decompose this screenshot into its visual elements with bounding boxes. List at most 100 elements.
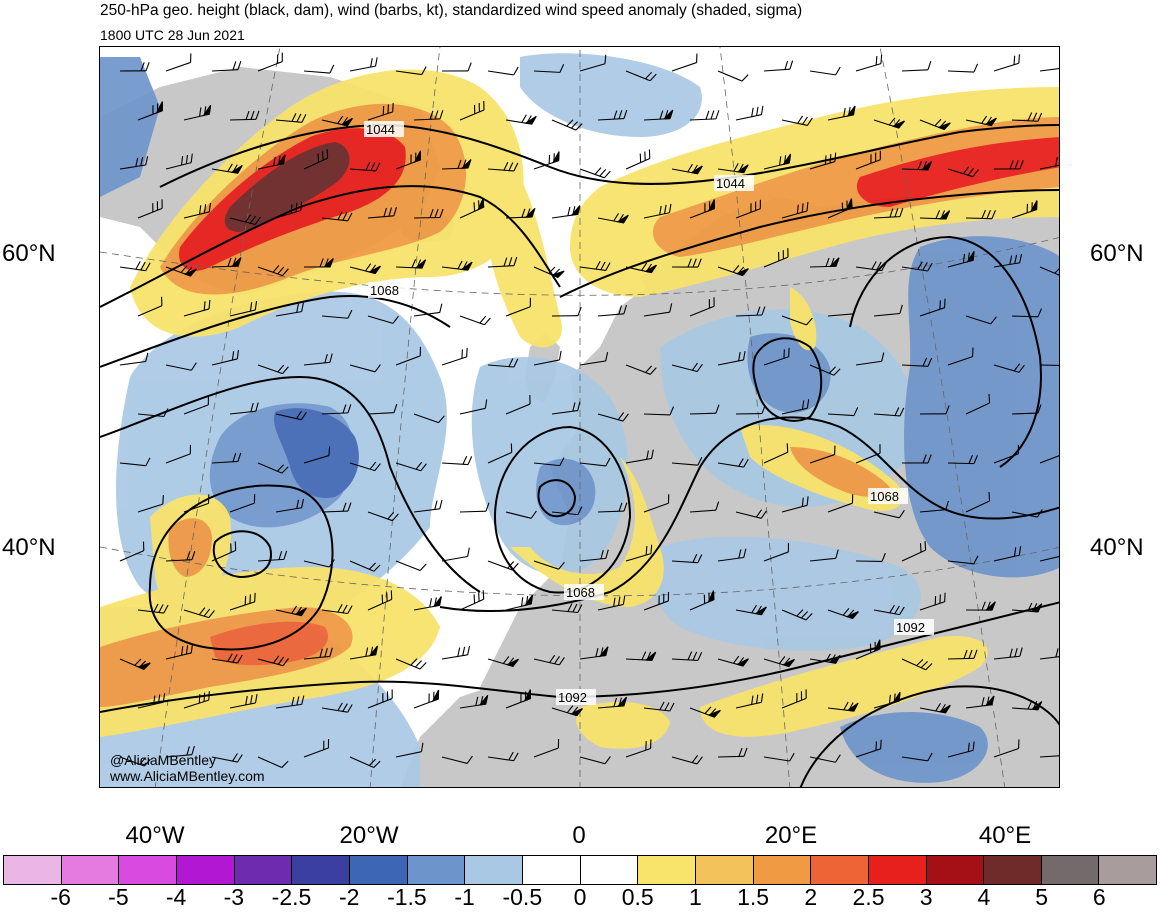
wind-barb-feather (916, 658, 924, 667)
wind-barb-pennant (938, 210, 951, 220)
wind-barb-shaft (625, 553, 652, 562)
contour-label-1: 1044 (366, 122, 395, 137)
wind-barb-shaft (763, 256, 789, 268)
wind-barb-feather (927, 357, 933, 367)
wind-barb-feather (945, 405, 950, 414)
wind-barb-shaft (689, 412, 717, 415)
contour-mid-2 (100, 375, 481, 593)
wind-barb-feather (374, 463, 381, 471)
wind-barb-feather (622, 595, 626, 605)
wind-barb-feather (751, 604, 757, 614)
wind-barb-shaft (625, 364, 651, 375)
wind-barb-feather (972, 741, 975, 751)
wind-barb-feather (945, 500, 949, 510)
wind-barb-feather (825, 653, 831, 662)
wind-barb-feather (521, 597, 524, 607)
wind-barb-feather (383, 207, 388, 217)
wind-barb-feather (570, 121, 579, 129)
wind-barb-feather (467, 645, 471, 655)
wind-barb-feather (760, 510, 767, 519)
wind-barb-feather (894, 407, 900, 416)
wind-barb-feather (991, 210, 996, 219)
wind-barb-feather (329, 647, 333, 657)
colorbar-cell (407, 856, 466, 884)
colorbar-cell (638, 856, 696, 884)
wind-barb-shaft (965, 217, 993, 220)
wind-barb-shaft (597, 413, 624, 422)
anomaly-yellow-sahara (576, 702, 670, 749)
wind-barb-feather (342, 703, 348, 712)
wind-barb-shaft (781, 119, 808, 127)
map-canvas: 1044 1044 1068 1068 1068 1092 1092 (100, 47, 1059, 787)
wind-barb-shaft (349, 65, 376, 72)
anomaly-darkred-greenland-jet (224, 142, 350, 232)
wind-barb-feather (888, 694, 891, 704)
wind-barb-feather (273, 655, 280, 664)
wind-barb-feather (392, 513, 399, 522)
wind-barb-feather (778, 656, 786, 664)
wind-barb-feather (337, 115, 344, 124)
colorbar-cell (753, 856, 812, 884)
wind-barb-feather (649, 73, 657, 82)
wind-barb-shaft (395, 70, 422, 76)
wind-barb-feather (324, 648, 328, 658)
wind-barb-feather (145, 156, 149, 166)
wind-barb-shaft (137, 701, 164, 709)
wind-barb-feather (249, 302, 253, 312)
wind-barb-feather (513, 162, 519, 172)
colorbar-cell (926, 856, 985, 884)
contour-label-4: 1068 (566, 585, 595, 600)
wind-barb-shaft (809, 161, 836, 170)
wind-barb-feather (328, 446, 331, 456)
wind-barb-feather (296, 499, 300, 509)
wind-barb-shaft (671, 560, 698, 564)
wind-barb-feather (190, 153, 193, 163)
wind-barb-pennant (155, 101, 163, 114)
wind-barb-feather (894, 605, 900, 615)
wind-barb-feather (738, 549, 742, 559)
colorbar-tick-label: 5 (1035, 884, 1048, 910)
wind-barb-shaft (643, 600, 669, 611)
wind-barb-pennant (873, 639, 881, 653)
wind-barb-feather (696, 756, 703, 765)
wind-barb-feather (278, 550, 283, 560)
wind-barb-feather (599, 168, 607, 177)
wind-barb-shaft (321, 609, 348, 615)
wind-barb-shaft (505, 306, 531, 317)
wind-barb-feather (180, 156, 184, 166)
wind-barb-shaft (809, 364, 835, 376)
wind-barb-feather (429, 209, 434, 218)
wind-barb-feather (140, 62, 145, 72)
wind-barb-feather (232, 61, 237, 71)
wind-barb-pennant (477, 197, 485, 211)
wind-barb-feather (473, 202, 476, 212)
wind-barb-shaft (321, 510, 349, 513)
wind-barb-feather (342, 404, 347, 414)
wind-barb-shaft (579, 266, 606, 271)
wind-barb-feather (232, 453, 237, 462)
wind-barb-feather (503, 257, 508, 267)
wind-barb-shaft (165, 754, 192, 758)
wind-barb-pennant (1029, 200, 1038, 213)
wind-barb-feather (558, 657, 565, 666)
wind-barb-feather (237, 754, 243, 763)
wind-barb-feather (227, 163, 233, 172)
wind-barb-feather (254, 216, 261, 225)
wind-barb-feather (934, 118, 942, 127)
wind-barb-shaft (211, 549, 236, 562)
colorbar-cell (1041, 856, 1100, 884)
wind-barb-feather (457, 260, 463, 270)
wind-barb-feather (650, 544, 653, 554)
wind-barb-shaft (597, 118, 624, 121)
wind-barb-shaft (533, 747, 559, 758)
wind-barb-feather (208, 691, 210, 701)
wind-barb-pennant (707, 199, 715, 212)
wind-barb-shaft (873, 413, 900, 417)
wind-barb-shaft (137, 503, 163, 513)
colorbar (3, 855, 1157, 885)
colorbar-tick-label: -2.5 (271, 884, 312, 910)
wind-barb-feather (347, 309, 353, 319)
credit-handle: @AliciaMBentley (110, 752, 217, 768)
wind-barb-feather (484, 317, 491, 326)
wind-barb-pennant (294, 607, 307, 617)
